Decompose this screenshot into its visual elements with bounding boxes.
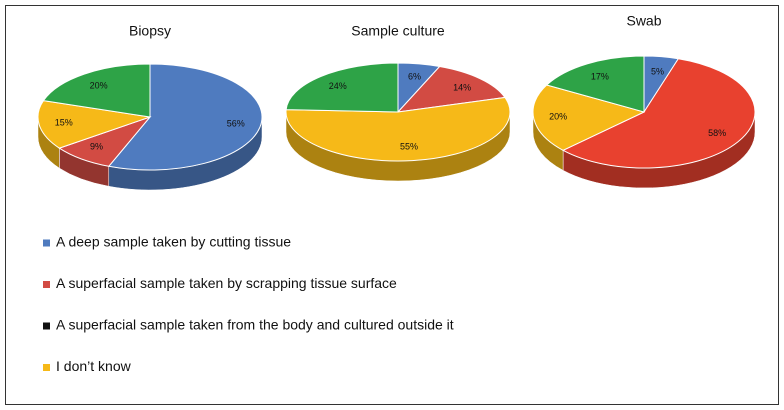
- pie-title: Biopsy: [129, 23, 171, 39]
- legend-label: A superfacial sample taken from the body…: [56, 317, 454, 333]
- pie-title: Swab: [626, 13, 661, 29]
- value-label: 14%: [453, 82, 471, 92]
- value-label: 55%: [400, 141, 418, 151]
- pie-slice: [545, 55, 645, 113]
- legend-label: A deep sample taken by cutting tissue: [56, 234, 291, 250]
- pie-title: Sample culture: [351, 23, 445, 39]
- value-label: 20%: [549, 111, 567, 121]
- pie-slice: [42, 63, 151, 118]
- pie-slice: [561, 58, 756, 169]
- legend-label: I don’t know: [56, 358, 132, 374]
- legend-marker: [43, 322, 50, 330]
- pie-slice: [532, 84, 646, 151]
- value-label: 9%: [90, 142, 103, 152]
- legend-marker: [43, 239, 50, 247]
- value-label: 24%: [329, 81, 347, 91]
- value-label: 20%: [90, 81, 108, 91]
- value-label: 58%: [708, 128, 726, 138]
- value-label: 15%: [55, 117, 73, 127]
- pie-slice: [285, 96, 511, 162]
- legend-marker: [43, 364, 50, 371]
- value-label: 5%: [651, 67, 664, 77]
- pie-slice: [37, 100, 151, 149]
- legend-label: A superfacial sample taken by scrapping …: [56, 275, 397, 291]
- value-label: 17%: [591, 72, 609, 82]
- value-label: 6%: [408, 72, 421, 82]
- pie-slice: [107, 63, 263, 171]
- legend-marker: [43, 281, 50, 288]
- value-label: 56%: [227, 119, 245, 129]
- pie-slice: [285, 62, 399, 113]
